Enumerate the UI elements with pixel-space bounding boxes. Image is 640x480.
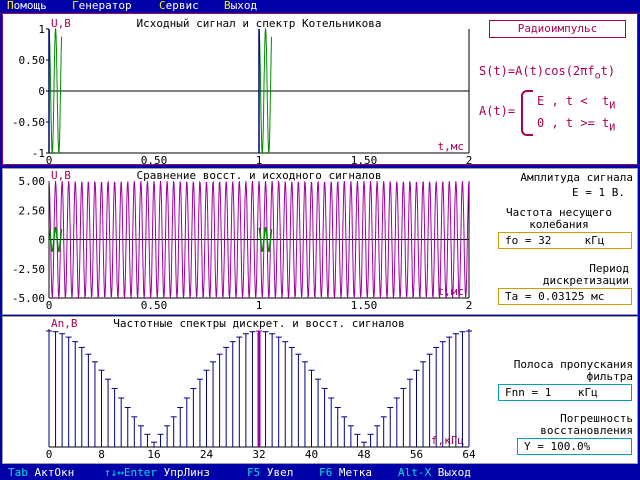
amp-value: Е = 1 В. [572,186,625,199]
x-tick-label: 40 [305,448,318,461]
status-arrows[interactable]: ↑↓↔Enter УпрЛинз [104,466,210,479]
x-tick-label: 24 [200,448,214,461]
err-field[interactable]: Y = 100.0% [517,438,632,455]
chart-title: Сравнение восст. и исходного сигналов [136,169,381,182]
status-tab[interactable]: Tab АктОкн [8,466,75,479]
x-tick-label: 1.50 [351,299,378,312]
signal-panel[interactable]: U,В Исходный сигнал и спектр Котельникова… [2,13,638,165]
pulse-1 [258,27,273,155]
case-line-2: 0 , t >= tИ [537,116,616,134]
x-tick-label: 1.50 [351,154,378,164]
x-tick-label: 1 [256,299,263,312]
y-axis-label: An,В [51,317,78,330]
x-tick-label: 0 [46,299,53,312]
status-f6[interactable]: F6 Метка [319,466,372,479]
carrier-field[interactable]: fo = 32 кГц [498,232,632,249]
x-tick-label: 56 [410,448,423,461]
x-axis-label: t,мс [438,285,465,298]
y-tick-label: 0 [38,234,45,247]
chart-title: Исходный сигнал и спектр Котельникова [136,17,381,30]
y-tick-label: -5.00 [12,292,45,305]
x-axis-label: t,мс [438,140,465,153]
y-axis-label: U,В [51,169,71,182]
x-tick-label: 2 [466,299,473,312]
menu-exit[interactable]: Выход [224,0,258,12]
status-altx[interactable]: Alt-X Выход [398,466,471,479]
restored-signal [48,180,470,299]
signal-chart: U,В Исходный сигнал и спектр Котельникова… [12,17,473,164]
err-title: Погрешность восстановления [540,412,633,437]
menu-help[interactable]: Помощь [7,0,47,12]
y-tick-label: 5.00 [19,175,46,188]
pulse-0 [48,27,63,155]
spectrum-panel[interactable]: An,В Частотные спектры дискрет. и восст. … [2,316,638,464]
period-field[interactable]: Та = 0.03125 мс [498,288,632,305]
compare-chart: U,В Сравнение восст. и исходного сигналов… [12,169,473,312]
x-tick-label: 0 [46,154,53,164]
compare-panel[interactable]: U,В Сравнение восст. и исходного сигналов… [2,168,638,315]
x-tick-label: 64 [462,448,476,461]
x-tick-label: 32 [252,448,265,461]
menu-bar: Помощь Генератор Сервис Выход [0,0,640,12]
case-brace [521,90,533,136]
amp-title: Амплитуда сигнала [520,171,633,184]
y-tick-label: -0.50 [12,116,45,129]
radiopulse-button[interactable]: Радиоимпульс [489,20,626,38]
x-tick-label: 0.50 [141,299,168,312]
y-tick-label: 0.50 [19,54,46,67]
x-tick-label: 1 [256,154,263,164]
band-field[interactable]: Fnn = 1 кГц [498,384,632,401]
formula-s: S(t)=A(t)cos(2πfot) [479,64,616,82]
y-tick-label: 0 [38,85,45,98]
x-tick-label: 8 [98,448,105,461]
menu-generator[interactable]: Генератор [72,0,132,12]
original-pulse-1 [258,226,273,253]
x-tick-label: 0.50 [141,154,168,164]
case-line-1: E , t < tИ [537,94,616,112]
chart-title: Частотные спектры дискрет. и восст. сигн… [113,317,404,330]
x-tick-label: 0 [46,448,53,461]
formula-a: A(t)= [479,104,516,118]
y-axis-label: U,В [51,17,71,30]
y-tick-label: 2.50 [19,204,46,217]
y-tick-label: 1 [38,23,45,36]
carrier-title: Частота несущего колебания [506,206,612,231]
spectrum-chart: An,В Частотные спектры дискрет. и восст. … [46,317,476,461]
x-tick-label: 2 [466,154,473,164]
status-bar: Tab АктОкн ↑↓↔Enter УпрЛинз F5 Увел F6 М… [0,465,640,480]
original-pulse-0 [48,226,63,253]
menu-service[interactable]: Сервис [159,0,199,12]
period-title: Период дискретизации [542,262,629,287]
y-tick-label: -2.50 [12,263,45,276]
x-tick-label: 16 [147,448,160,461]
band-title: Полоса пропускания фильтра [513,358,633,383]
y-tick-label: -1 [32,147,45,160]
x-tick-label: 48 [357,448,370,461]
status-f5[interactable]: F5 Увел [247,466,294,479]
